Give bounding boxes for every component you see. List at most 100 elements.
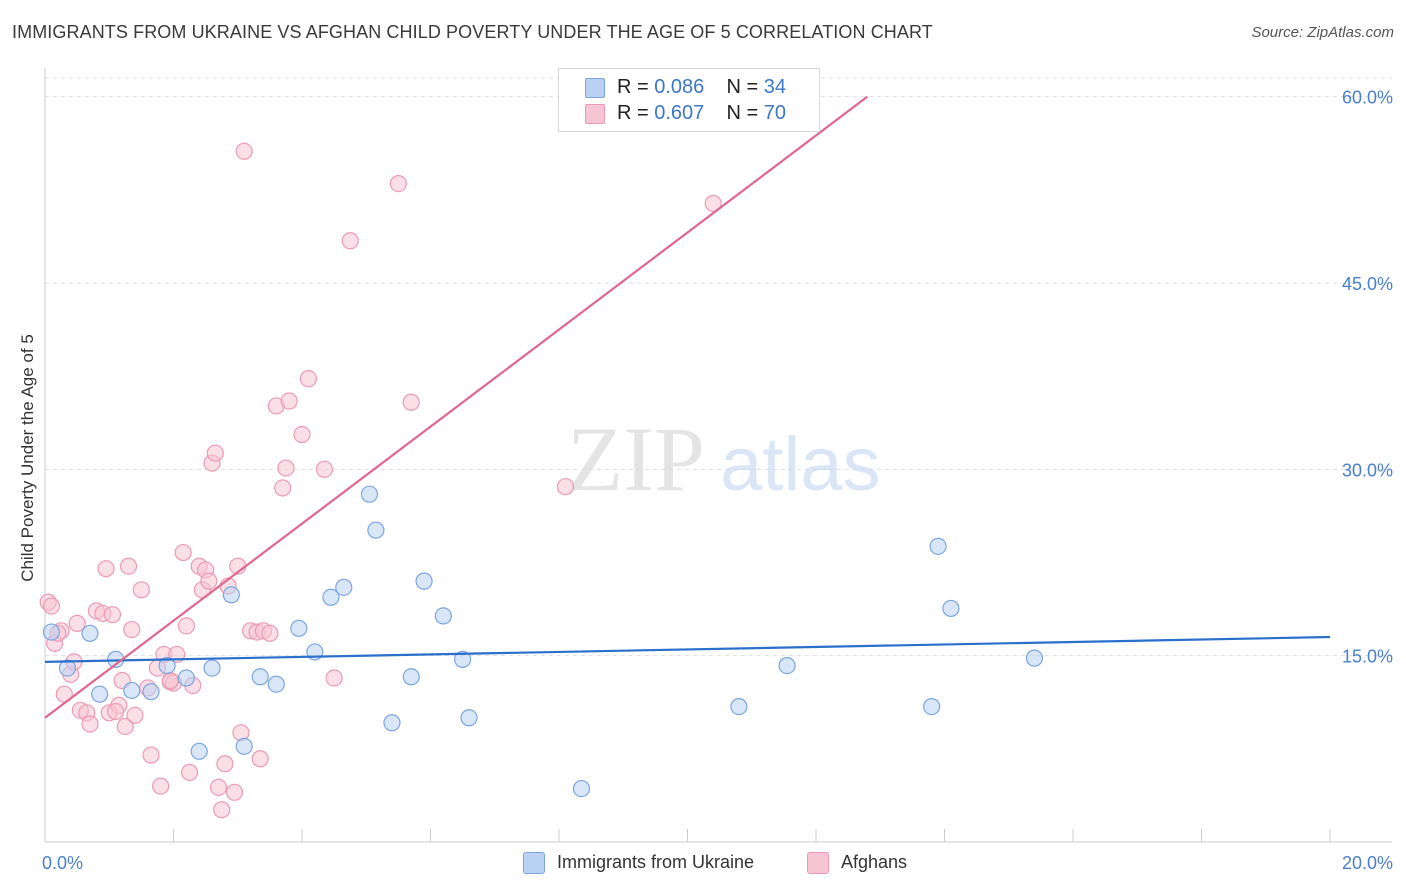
- ukraine-point: [267, 675, 285, 693]
- y-tick-label: 45.0%: [1342, 274, 1393, 294]
- afghans-point: [116, 717, 134, 736]
- ukraine-point: [290, 619, 308, 637]
- watermark-atlas: atlas: [720, 422, 881, 507]
- ukraine-point: [190, 742, 208, 760]
- ukraine-point: [1025, 649, 1044, 667]
- afghans-point: [402, 393, 420, 411]
- afghans-point: [200, 572, 218, 590]
- afghans-point: [103, 606, 122, 624]
- trend-layer: [44, 95, 1331, 719]
- afghans-point: [180, 763, 199, 782]
- legend-r-label: R =: [617, 76, 655, 98]
- afghans-point: [132, 581, 150, 599]
- legend-swatch-afghans: [585, 104, 605, 124]
- y-tick-label: 60.0%: [1342, 88, 1393, 108]
- ukraine-point: [923, 697, 941, 716]
- ukraine-point: [730, 697, 748, 716]
- ukraine-point: [123, 681, 141, 700]
- legend-n-value-afghans: 70: [763, 102, 787, 124]
- afghans-point: [299, 370, 318, 388]
- legend-r-label: R =: [617, 102, 655, 124]
- afghans-point: [126, 706, 144, 724]
- afghans-point: [556, 478, 575, 496]
- afghans-point: [42, 597, 61, 615]
- ukraine-point: [91, 685, 109, 703]
- ukraine-point: [360, 485, 379, 503]
- afghans-point: [315, 460, 334, 478]
- ukraine-point: [177, 669, 195, 687]
- y-tick-label: 30.0%: [1342, 460, 1393, 480]
- y-tick-label: 15.0%: [1342, 647, 1393, 667]
- afghans-point: [97, 560, 115, 578]
- legend-r-value-afghans: 0.607: [654, 102, 705, 124]
- afghans-point: [216, 755, 234, 773]
- watermark: ZIP atlas: [567, 408, 881, 510]
- legend-r-value-ukraine: 0.086: [654, 76, 705, 98]
- ukraine-point: [929, 537, 947, 555]
- afghans-point: [280, 392, 298, 410]
- afghans-point: [704, 194, 722, 213]
- legend-swatch-afghans: [807, 852, 829, 874]
- ukraine-trend-line: [44, 635, 1331, 663]
- x-tick-label: 0.0%: [42, 853, 83, 873]
- grid-layer: [45, 77, 1392, 657]
- afghans-point: [225, 783, 244, 801]
- ukraine-point: [460, 709, 478, 727]
- afghans-point: [389, 174, 407, 193]
- ukraine-point: [142, 683, 160, 701]
- legend-label-afghans: Afghans: [841, 852, 908, 872]
- ukraine-point: [942, 599, 960, 618]
- afghans-point: [107, 702, 125, 721]
- series-legend: Immigrants from Ukraine Afghans: [0, 850, 1406, 876]
- axis-layer: [44, 68, 1392, 843]
- tick-label-layer: 15.0% 30.0% 45.0% 60.0% 0.0% 20.0%: [42, 88, 1393, 873]
- afghans-point: [68, 614, 86, 632]
- legend-n-label: N =: [726, 76, 764, 98]
- ukraine-point: [434, 607, 452, 625]
- afghans-point: [235, 142, 253, 160]
- ukraine-point: [402, 668, 420, 686]
- legend-n-value-ukraine: 34: [763, 76, 787, 98]
- source-note: Source: ZipAtlas.com: [1251, 24, 1394, 41]
- legend-swatch-ukraine: [523, 852, 545, 874]
- ukraine-point: [454, 650, 472, 668]
- ukraine-point: [367, 521, 385, 539]
- ukraine-point: [322, 588, 340, 606]
- ukraine-point: [42, 623, 61, 641]
- ukraine-point: [778, 656, 796, 675]
- afghans-point: [119, 557, 138, 575]
- legend-n-label: N =: [726, 102, 764, 124]
- afghans-point: [293, 425, 311, 444]
- afghans-point: [277, 459, 295, 477]
- afghans-point: [213, 801, 231, 819]
- ukraine-point: [335, 578, 353, 596]
- ukraine-point: [222, 586, 240, 604]
- afghans-point: [123, 620, 141, 639]
- ukraine-point: [81, 624, 99, 642]
- afghans-point: [81, 715, 99, 733]
- afghans-point: [142, 746, 160, 764]
- ukraine-point: [158, 656, 176, 675]
- afghans-point: [206, 444, 224, 462]
- stats-legend: R = 0.086 N = 34 R = 0.607 N = 70: [558, 68, 820, 132]
- ukraine-point: [251, 668, 269, 686]
- legend-swatch-ukraine: [585, 78, 605, 98]
- ukraine-point: [58, 659, 77, 677]
- ukraine-point: [415, 572, 433, 590]
- afghans-point: [251, 750, 269, 768]
- afghans-point: [325, 669, 343, 687]
- afghans-trend-line: [44, 95, 869, 719]
- afghans-point: [209, 778, 228, 796]
- watermark-zip: ZIP: [567, 408, 705, 510]
- ukraine-point: [383, 714, 401, 732]
- afghans-point: [161, 671, 179, 690]
- ukraine-point: [235, 737, 253, 755]
- points-layer: [39, 142, 1044, 819]
- afghans-point: [152, 777, 170, 795]
- legend-label-ukraine: Immigrants from Ukraine: [557, 852, 755, 872]
- afghans-point: [274, 479, 292, 497]
- ukraine-point: [203, 659, 221, 677]
- afghans-point: [177, 617, 195, 635]
- chart-title: IMMIGRANTS FROM UKRAINE VS AFGHAN CHILD …: [12, 22, 933, 42]
